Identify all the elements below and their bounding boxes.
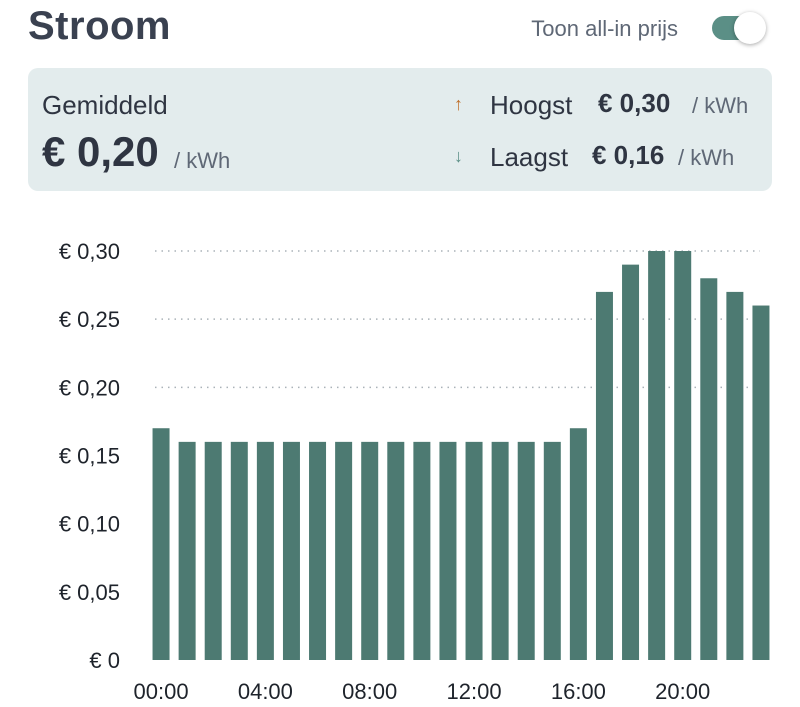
- y-tick-label: € 0,25: [59, 307, 120, 332]
- bar-1100[interactable]: [439, 441, 457, 660]
- highest-value: € 0,30: [598, 88, 671, 118]
- bar-2300[interactable]: [752, 305, 770, 660]
- average-value: € 0,20: [42, 128, 159, 175]
- bar-0500[interactable]: [282, 441, 300, 660]
- bar-1900[interactable]: [648, 251, 666, 660]
- hourly-price-bar-chart: € 0 € 0,05 € 0,10 € 0,15 € 0,20 € 0,25 € 0,30 0…: [59, 239, 770, 704]
- x-tick-label: 20:00: [655, 679, 710, 704]
- x-tick-label: 08:00: [342, 679, 397, 704]
- bar-0900[interactable]: [387, 441, 405, 660]
- bar-2000[interactable]: [674, 251, 692, 660]
- y-tick-label: € 0,20: [59, 375, 120, 400]
- bar-0100[interactable]: [178, 441, 196, 660]
- bar-2100[interactable]: [700, 278, 718, 660]
- highest-label: Hoogst: [490, 90, 573, 120]
- arrow-down-icon: ↓: [454, 146, 463, 166]
- page-title: Stroom: [28, 4, 171, 48]
- bar-0400[interactable]: [256, 441, 274, 660]
- all-in-price-toggle[interactable]: [712, 12, 768, 44]
- bar-1500[interactable]: [543, 441, 561, 660]
- y-tick-label: € 0,10: [59, 512, 120, 537]
- bar-1300[interactable]: [491, 441, 509, 660]
- lowest-value: € 0,16: [592, 140, 665, 170]
- bar-1400[interactable]: [517, 441, 535, 660]
- y-tick-label: € 0: [89, 648, 120, 673]
- bar-1000[interactable]: [413, 441, 431, 660]
- y-tick-label: € 0,15: [59, 444, 120, 469]
- bar-1200[interactable]: [465, 441, 483, 660]
- bar-0000[interactable]: [152, 428, 170, 660]
- x-tick-label: 16:00: [551, 679, 606, 704]
- average-unit: / kWh: [174, 148, 231, 173]
- bar-0200[interactable]: [204, 441, 222, 660]
- x-tick-label: 12:00: [447, 679, 502, 704]
- price-summary-card: Gemiddeld € 0,20 / kWh ↑ Hoogst € 0,30 /…: [28, 68, 772, 191]
- bar-1600[interactable]: [569, 428, 587, 660]
- x-tick-label: 04:00: [238, 679, 293, 704]
- arrow-up-icon: ↑: [454, 94, 463, 114]
- bar-0800[interactable]: [361, 441, 379, 660]
- bar-1800[interactable]: [622, 264, 640, 660]
- lowest-label: Laagst: [490, 142, 569, 172]
- y-tick-label: € 0,05: [59, 580, 120, 605]
- bar-2200[interactable]: [726, 291, 744, 660]
- y-tick-label: € 0,30: [59, 239, 120, 264]
- toggle-knob[interactable]: [734, 12, 766, 44]
- bar-0600[interactable]: [309, 441, 327, 660]
- header: Stroom Toon all-in prijs: [0, 0, 800, 60]
- lowest-unit: / kWh: [678, 145, 735, 170]
- bar-1700[interactable]: [595, 291, 613, 660]
- bar-0300[interactable]: [230, 441, 248, 660]
- bar-0700[interactable]: [335, 441, 353, 660]
- all-in-price-toggle-label: Toon all-in prijs: [531, 16, 678, 41]
- average-label: Gemiddeld: [42, 90, 168, 120]
- x-tick-label: 00:00: [134, 679, 189, 704]
- highest-unit: / kWh: [692, 93, 749, 118]
